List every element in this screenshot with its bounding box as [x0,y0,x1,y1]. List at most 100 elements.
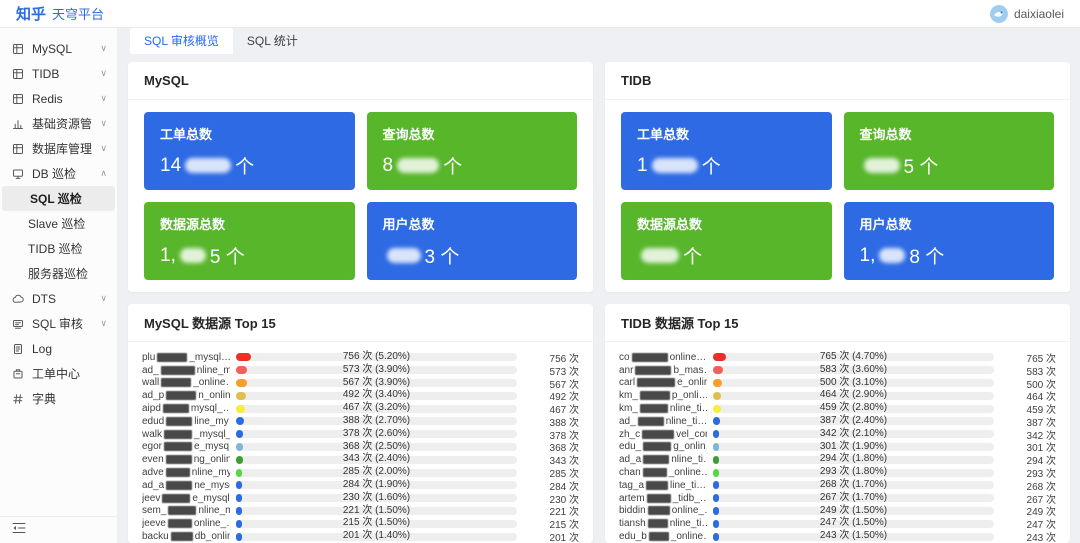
table-row[interactable]: ad_ane_mysq… 284 次 (1.90%) 284 次 [142,479,579,493]
dict-icon [12,393,24,405]
count-value: 268 次 [1026,481,1056,493]
collapse-sidebar-button[interactable] [0,516,117,543]
table-row[interactable]: ad_pn_onlin… 492 次 (3.40%) 492 次 [142,389,579,403]
table-row[interactable]: edu_g_onlin… 301 次 (1.90%) 301 次 [619,441,1056,455]
tab-SQL 审核概览[interactable]: SQL 审核概览 [130,28,233,54]
table-row[interactable]: km_ p_onli… 464 次 (2.90%) 464 次 [619,389,1056,403]
datasource-name: chan _online… [619,467,707,479]
progress-fill [236,519,242,528]
redacted-name [635,365,672,375]
count-percent-label: 268 次 (1.70%) [819,478,888,490]
user-menu[interactable]: daixiaolei [989,4,1064,23]
count-value: 368 次 [549,443,579,455]
count-percent-label: 378 次 (2.60%) [342,427,411,439]
sidebar-item-dts[interactable]: DTS ∨ [0,286,117,311]
table-row[interactable]: edu_b_online… 243 次 (1.50%) 243 次 [619,530,1056,543]
datasource-name: edu_g_onlin… [619,441,707,453]
tab-SQL 统计[interactable]: SQL 统计 [246,34,298,48]
progress-fill [236,404,245,413]
count-percent-label: 247 次 (1.50%) [819,517,888,529]
tidb-top15-panel: TIDB 数据源 Top 15 co online… 765 次 (4.70%) … [605,304,1070,543]
count-value: 567 次 [549,379,579,391]
table-row[interactable]: jeeve_mysql… 230 次 (1.60%) 230 次 [142,492,579,506]
redacted-value [179,248,206,263]
sidebar-item-label: MySQL [32,41,73,56]
stat-card: 工单总数 14 个 [144,112,355,190]
count-percent-label: 267 次 (1.70%) [819,491,888,503]
progress-fill [236,353,251,362]
table-row[interactable]: plu _mysql… 756 次 (5.20%) 756 次 [142,351,579,365]
sidebar-item-sql-巡检[interactable]: SQL 巡检 [2,186,115,211]
sidebar-item-log[interactable]: Log [0,336,117,361]
datasource-name: ad_ane_mysq… [142,479,230,491]
sidebar-item-tidb-巡检[interactable]: TIDB 巡检 [0,236,117,261]
sidebar-item-mysql[interactable]: MySQL ∨ [0,36,117,61]
chevron-icon: ∨ [100,43,107,53]
progress-fill [236,494,242,503]
table-row[interactable]: artem _tidb_… 267 次 (1.70%) 267 次 [619,492,1056,506]
sidebar-item-工单中心[interactable]: 工单中心 [0,361,117,386]
table-row[interactable]: co online… 765 次 (4.70%) 765 次 [619,351,1056,365]
sidebar-item-数据库管理[interactable]: 数据库管理 ∨ [0,136,117,161]
table-row[interactable]: aipd mysql_… 467 次 (3.20%) 467 次 [142,402,579,416]
table-row[interactable]: wall_online… 567 次 (3.90%) 567 次 [142,377,579,391]
stat-card-label: 数据源总数 [160,217,226,232]
table-row[interactable]: tag_a line_ti… 268 次 (1.70%) 268 次 [619,478,1056,493]
count-percent-label: 294 次 (1.80%) [819,453,888,465]
table-row[interactable]: walk_mysql_… 378 次 (2.60%) 378 次 [142,427,579,442]
count-percent-label: 573 次 (3.90%) [342,363,411,375]
table-row[interactable]: sem_nline_m… 221 次 (1.50%) 221 次 [142,505,579,519]
sidebar-item-tidb[interactable]: TIDB ∨ [0,61,117,86]
progress-bar: 267 次 (1.70%) [713,492,994,505]
sidebar-item-字典[interactable]: 字典 [0,386,117,411]
table-row[interactable]: ad_nline_m… 573 次 (3.90%) 573 次 [142,363,579,378]
count-percent-label: 492 次 (3.40%) [342,389,411,401]
sidebar-item-服务器巡检[interactable]: 服务器巡检 [0,261,117,286]
count-value: 301 次 [1026,443,1056,455]
sidebar-item-db-巡检[interactable]: DB 巡检 ∧ [0,161,117,186]
redacted-name [166,391,197,401]
sidebar-item-基础资源管理[interactable]: 基础资源管理 ∨ [0,111,117,136]
progress-bar: 464 次 (2.90%) [713,389,994,402]
stat-card: 用户总数 1, 8 个 [843,202,1054,280]
logo-secondary: 天穹平台 [52,7,105,22]
table-row[interactable]: km_nline_ti… 459 次 (2.80%) 459 次 [619,402,1056,416]
table-row[interactable]: chan _online… 293 次 (1.80%) 293 次 [619,466,1056,480]
sidebar-item-label: 工单中心 [32,367,81,381]
progress-fill [713,391,722,400]
count-percent-label: 467 次 (3.20%) [342,402,411,414]
datasource-name: ad_ nline_ti… [619,415,707,427]
count-value: 284 次 [549,481,579,493]
progress-bar: 221 次 (1.50%) [236,505,517,518]
table-row[interactable]: ad_ nline_ti… 387 次 (2.40%) 387 次 [619,415,1056,429]
stat-card: 数据源总数 1, 5 个 [144,202,355,280]
redacted-name [643,442,672,452]
stat-card: 用户总数 3 个 [366,202,577,280]
sidebar-item-slave-巡检[interactable]: Slave 巡检 [0,211,117,236]
progress-fill [236,468,242,477]
redacted-value [185,158,232,173]
sidebar-item-sql-审核[interactable]: SQL 审核 ∨ [0,311,117,336]
sidebar-item-redis[interactable]: Redis ∨ [0,86,117,111]
